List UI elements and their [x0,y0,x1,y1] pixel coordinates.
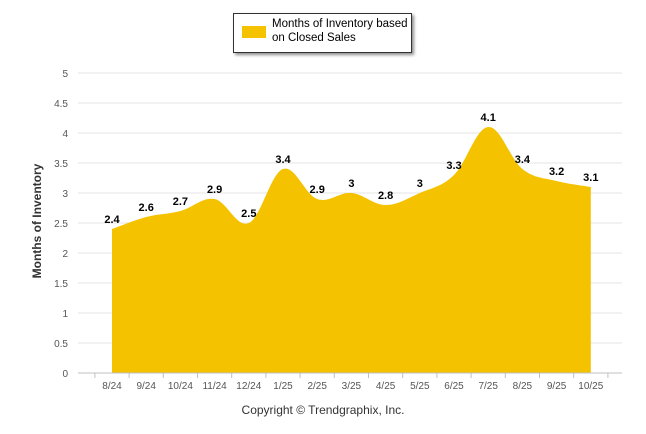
x-tick-label: 1/25 [273,381,293,392]
data-label: 2.9 [310,184,325,196]
x-tick-labels: 8/24 9/24 10/24 11/24 12/24 1/25 2/25 3/25 4/25 5… [102,381,603,392]
data-label: 2.9 [207,184,222,196]
data-label: 3 [417,178,423,190]
y-tick-label: 4.5 [54,99,68,110]
data-label: 2.8 [378,190,393,202]
x-tick-label: 2/25 [307,381,327,392]
legend-swatch [242,26,266,38]
data-label: 3.4 [275,154,291,166]
y-tick-label: 2 [62,249,68,260]
y-tick-label: 1.5 [54,279,68,290]
y-axis-label: Months of Inventory [30,163,44,279]
data-label: 3.4 [515,154,531,166]
data-label: 2.5 [241,208,256,220]
x-tick-label: 6/25 [444,381,464,392]
data-label: 2.4 [104,214,120,226]
y-tick-label: 0.5 [54,339,68,350]
legend[interactable]: Months of Inventory based on Closed Sale… [233,13,412,53]
x-tick-label: 5/25 [410,381,430,392]
data-label: 3.1 [583,172,598,184]
x-tick-label: 7/25 [478,381,498,392]
x-tick-label: 12/24 [236,381,261,392]
legend-label: Months of Inventory based on Closed Sale… [272,18,408,44]
data-label: 4.1 [481,112,496,124]
y-tick-label: 3.5 [54,159,68,170]
x-tick-label: 8/24 [102,381,122,392]
x-tick-label: 9/25 [547,381,567,392]
y-tick-label: 3 [62,189,68,200]
y-tick-label: 5 [62,69,68,80]
x-tick-label: 10/25 [578,381,603,392]
y-tick-label: 0 [62,369,68,380]
data-label: 2.6 [139,202,154,214]
data-labels: 2.4 2.6 2.7 2.9 2.5 3.4 2.9 3 2.8 3 3.3 4.1 3.4 3.2 3.… [104,112,598,226]
x-tick-label: 10/24 [168,381,193,392]
data-label: 3.2 [549,166,564,178]
x-tick-label: 9/24 [136,381,156,392]
y-tick-labels: 0 0.5 1 1.5 2 2.5 3 3.5 4 4.5 5 [54,69,68,380]
data-label: 3.3 [446,160,461,172]
x-tick-label: 11/24 [202,381,227,392]
x-tick-label: 3/25 [342,381,362,392]
y-tick-label: 4 [62,129,68,140]
y-tick-label: 2.5 [54,219,68,230]
copyright-text: Copyright © Trendgraphix, Inc. [241,403,405,417]
data-label: 3 [348,178,354,190]
x-tick-label: 4/25 [376,381,396,392]
area-series [112,126,591,374]
x-tick-label: 8/25 [513,381,533,392]
y-tick-label: 1 [62,309,68,320]
x-axis [78,372,622,378]
data-label: 2.7 [173,196,188,208]
